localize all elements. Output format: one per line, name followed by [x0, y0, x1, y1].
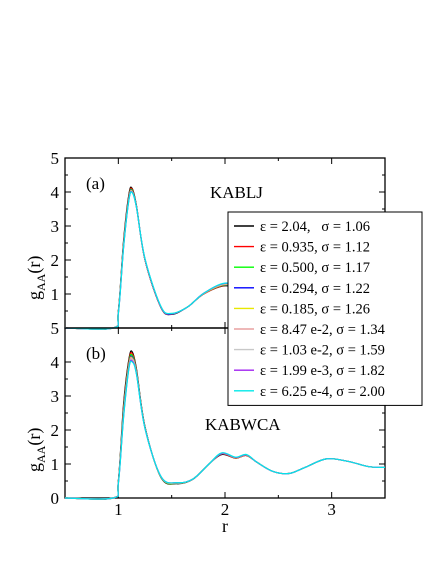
annotation-a: KABLJ	[210, 183, 263, 202]
legend: ε = 2.04, σ = 1.06 ε = 0.935, σ = 1.12 ε =…	[227, 211, 423, 406]
y-ticks-b: 0 1 2 3 4	[51, 353, 385, 508]
y-axis-label-arg-b: (r)	[24, 428, 45, 446]
legend-label-8: ε = 6.25 e-4, σ = 2.00	[260, 384, 385, 400]
y-tick-label-b-2: 2	[51, 421, 60, 440]
y-tick-label-b-1: 1	[51, 455, 60, 474]
panel-label-a: (a)	[86, 174, 105, 193]
series-line-b-8	[64, 360, 386, 500]
legend-label-7: ε = 1.99 e-3, σ = 1.82	[260, 363, 385, 379]
x-ticks-a	[117, 158, 333, 328]
panel-b: 0 1 2 3 4 1 2 3 (b) KABWCA gAA(r) r	[24, 327, 386, 536]
y-axis-label-b: gAA(r)	[24, 428, 48, 472]
legend-label-5: ε = 8.47 e-2, σ = 1.34	[260, 322, 386, 338]
legend-label-3: ε = 0.294, σ = 1.22	[260, 281, 370, 297]
y-axis-label-main-b: g	[24, 463, 44, 472]
series-lines-b	[64, 350, 386, 500]
x-tick-label-0: 1	[114, 500, 123, 519]
legend-items: ε = 2.04, σ = 1.06 ε = 0.935, σ = 1.12 ε =…	[234, 219, 386, 400]
y-tick-label-a-1: 2	[51, 251, 60, 270]
y-axis-label-sub-b: AA	[34, 445, 48, 463]
y-tick-label-a-4: 5	[51, 149, 60, 168]
panel-label-b: (b)	[86, 344, 106, 363]
legend-label-0: ε = 2.04, σ = 1.06	[260, 219, 370, 235]
legend-box	[227, 211, 423, 406]
x-axis-label: r	[222, 516, 228, 536]
x-tick-label-1: 2	[221, 500, 230, 519]
x-tick-label-2: 3	[327, 500, 336, 519]
y-tick-label-b-3: 3	[51, 387, 60, 406]
y-axis-label-a: gAA(r)	[24, 256, 48, 300]
y-tick-label-bottom-a: 5	[51, 319, 60, 338]
y-tick-label-a-2: 3	[51, 217, 60, 236]
y-tick-label-a-0: 1	[51, 285, 60, 304]
legend-label-1: ε = 0.935, σ = 1.12	[260, 240, 370, 256]
legend-label-4: ε = 0.185, σ = 1.26	[260, 301, 370, 317]
y-tick-label-a-3: 4	[51, 183, 60, 202]
annotation-b: KABWCA	[205, 415, 281, 434]
y-tick-label-b-4: 4	[51, 353, 60, 372]
y-axis-label-sub-a: AA	[34, 273, 48, 291]
y-axis-label-arg-a: (r)	[24, 256, 45, 274]
legend-label-2: ε = 0.500, σ = 1.17	[260, 260, 370, 276]
legend-label-6: ε = 1.03 e-2, σ = 1.59	[260, 343, 385, 359]
y-axis-label-main-a: g	[24, 291, 44, 300]
y-tick-label-b-0: 0	[51, 489, 60, 508]
